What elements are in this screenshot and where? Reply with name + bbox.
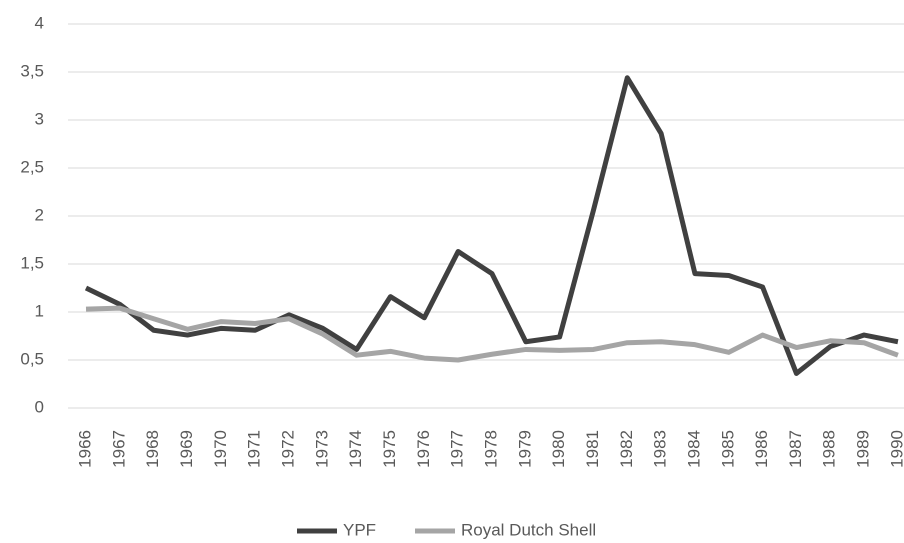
x-tick-label: 1973 [312,430,331,468]
x-tick-label: 1978 [481,430,500,468]
x-tick-label: 1966 [75,430,94,468]
y-tick-label: 2,5 [20,157,44,176]
series-line [85,305,899,363]
x-tick-label: 1988 [820,430,839,468]
x-tick-label: 1987 [786,430,805,468]
x-tick-label: 1977 [448,430,467,468]
legend-label: Royal Dutch Shell [461,520,596,539]
x-tick-label: 1979 [515,430,534,468]
x-tick-label: 1989 [854,430,873,468]
x-tick-label: 1980 [549,430,568,468]
series-line [84,75,899,376]
x-tick-label: 1983 [651,430,670,468]
x-tick-label: 1971 [245,430,264,468]
x-tick-label: 1970 [211,430,230,468]
x-tick-label: 1974 [346,430,365,468]
x-tick-label: 1968 [143,430,162,468]
y-tick-label: 4 [35,13,44,32]
x-tick-label: 1967 [109,430,128,468]
x-tick-label: 1986 [752,430,771,468]
x-tick-label: 1985 [718,430,737,468]
x-tick-label: 1982 [617,430,636,468]
y-tick-label: 3,5 [20,61,44,80]
x-tick-label: 1984 [684,430,703,468]
y-tick-label: 1 [35,301,44,320]
legend-label: YPF [343,520,376,539]
y-tick-label: 2 [35,205,44,224]
y-tick-label: 0,5 [20,349,44,368]
x-tick-label: 1981 [583,430,602,468]
x-tick-label: 1972 [278,430,297,468]
x-tick-label: 1976 [414,430,433,468]
y-tick-label: 0 [35,397,44,416]
y-tick-label: 1,5 [20,253,44,272]
x-tick-label: 1975 [380,430,399,468]
x-tick-label: 1990 [887,430,904,468]
y-tick-label: 3 [35,109,44,128]
x-tick-label: 1969 [177,430,196,468]
